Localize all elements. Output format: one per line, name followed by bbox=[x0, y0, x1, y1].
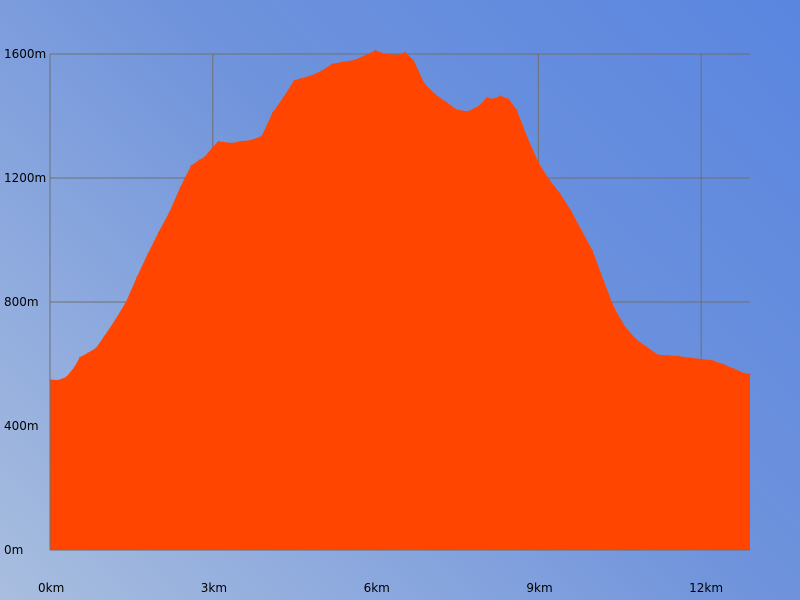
elevation-point bbox=[733, 368, 735, 370]
tick-label-layer: 0m 400m 800m 1200m 1600m 0km 3km 6km 9km 12km bbox=[4, 47, 723, 595]
elevation-point bbox=[689, 357, 691, 359]
elevation-point bbox=[364, 54, 366, 57]
elevation-point bbox=[239, 140, 241, 143]
y-tick-label: 800m bbox=[4, 295, 39, 309]
elevation-point bbox=[467, 110, 469, 112]
elevation-point bbox=[678, 355, 681, 357]
elevation-point bbox=[309, 75, 312, 77]
elevation-point bbox=[217, 140, 219, 143]
elevation-point bbox=[73, 366, 76, 368]
elevation-point bbox=[499, 95, 501, 97]
elevation-point bbox=[711, 359, 713, 361]
x-tick-label: 3km bbox=[201, 581, 227, 595]
elevation-point bbox=[125, 301, 127, 303]
elevation-point bbox=[486, 96, 488, 98]
elevation-point bbox=[456, 109, 458, 111]
elevation-point bbox=[223, 141, 225, 143]
elevation-point bbox=[168, 211, 170, 213]
y-tick-label: 1200m bbox=[4, 171, 46, 185]
elevation-point bbox=[136, 276, 138, 278]
elevation-point bbox=[380, 51, 382, 54]
elevation-point bbox=[548, 178, 550, 181]
elevation-point bbox=[374, 49, 377, 51]
elevation-point bbox=[570, 209, 572, 212]
elevation-point bbox=[293, 79, 295, 81]
elevation-point bbox=[602, 279, 605, 281]
elevation-point bbox=[700, 358, 702, 360]
elevation-point bbox=[190, 165, 192, 167]
elevation-point bbox=[581, 230, 583, 232]
axis-layer bbox=[49, 54, 750, 551]
elevation-point bbox=[103, 335, 105, 337]
x-tick-label: 0km bbox=[38, 581, 64, 595]
elevation-point bbox=[743, 372, 746, 374]
elevation-point bbox=[722, 363, 724, 365]
elevation-point bbox=[478, 105, 480, 107]
elevation-point bbox=[250, 139, 252, 141]
elevation-point bbox=[657, 354, 659, 356]
elevation-area bbox=[50, 50, 750, 550]
elevation-point bbox=[423, 82, 426, 85]
elevation-point bbox=[147, 253, 149, 255]
x-tick-label: 9km bbox=[526, 581, 552, 595]
elevation-point bbox=[179, 186, 181, 188]
elevation-point bbox=[668, 354, 670, 356]
elevation-point bbox=[157, 231, 160, 233]
x-tick-label: 6km bbox=[364, 581, 390, 595]
elevation-point bbox=[299, 78, 301, 80]
elevation-point bbox=[331, 63, 333, 65]
elevation-point bbox=[526, 137, 529, 139]
elevation-point bbox=[624, 326, 626, 328]
elevation-point bbox=[342, 61, 344, 63]
elevation-point bbox=[537, 161, 539, 164]
y-tick-label: 400m bbox=[4, 419, 39, 433]
elevation-point bbox=[114, 319, 116, 321]
elevation-point bbox=[212, 146, 214, 148]
elevation-point bbox=[87, 352, 89, 354]
elevation-point bbox=[95, 347, 97, 349]
elevation-point bbox=[353, 59, 355, 61]
elevation-point bbox=[65, 376, 67, 378]
elevation-point bbox=[646, 346, 648, 348]
y-tick-label: 0m bbox=[4, 543, 23, 557]
area-layer bbox=[49, 49, 751, 550]
elevation-point bbox=[320, 70, 322, 72]
elevation-point bbox=[592, 250, 594, 252]
elevation-point bbox=[412, 59, 415, 61]
elevation-point bbox=[559, 192, 561, 195]
elevation-point bbox=[271, 112, 274, 114]
elevation-point bbox=[231, 142, 233, 144]
elevation-point bbox=[261, 135, 263, 137]
x-tick-label: 12km bbox=[689, 581, 723, 595]
elevation-point bbox=[396, 54, 398, 56]
elevation-point bbox=[445, 101, 447, 103]
elevation-point bbox=[491, 98, 493, 100]
elevation-point bbox=[404, 51, 407, 53]
elevation-point bbox=[434, 93, 436, 95]
y-tick-label: 1600m bbox=[4, 47, 46, 61]
elevation-point bbox=[613, 307, 615, 309]
elevation-point bbox=[749, 373, 751, 375]
elevation-point bbox=[282, 96, 284, 98]
elevation-point bbox=[204, 156, 206, 158]
elevation-point bbox=[79, 356, 81, 358]
elevation-point bbox=[198, 159, 200, 161]
elevation-point bbox=[635, 338, 637, 340]
elevation-point bbox=[507, 98, 510, 100]
elevation-point bbox=[516, 109, 518, 111]
elevation-point bbox=[385, 53, 388, 55]
elevation-point bbox=[57, 379, 59, 381]
